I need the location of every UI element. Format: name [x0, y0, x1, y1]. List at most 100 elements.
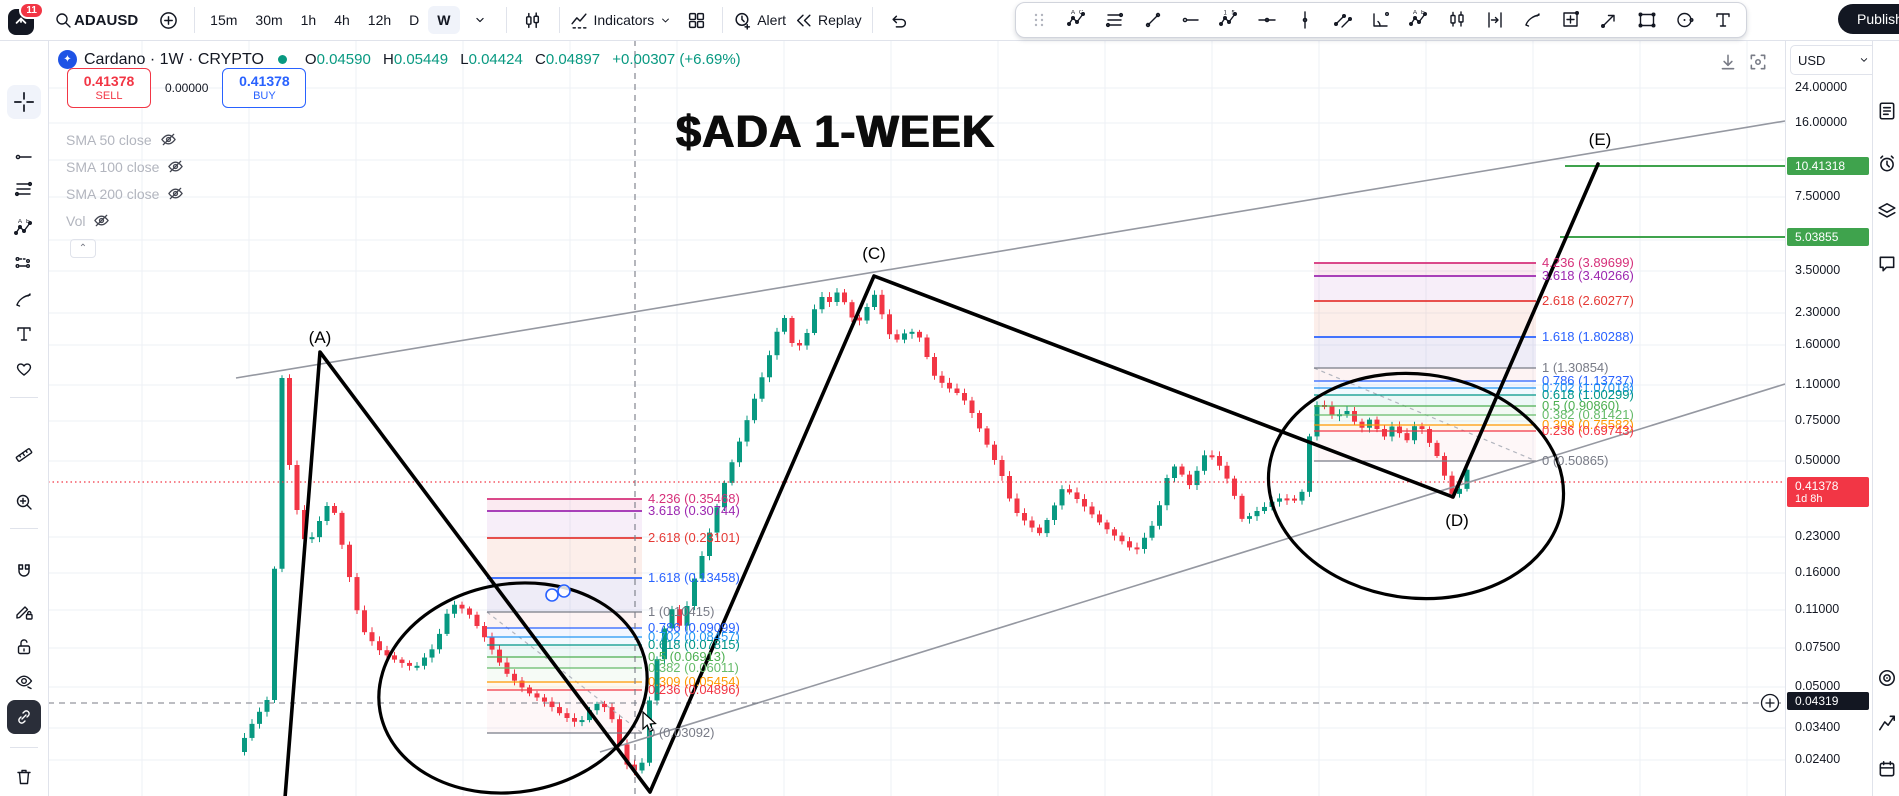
parallel-channel-tool[interactable] [1324, 6, 1362, 34]
eye-off-icon[interactable] [160, 131, 177, 148]
text-tool[interactable] [7, 317, 41, 351]
drawing-mode-lock[interactable] [7, 595, 41, 629]
date-range-tool[interactable] [1476, 6, 1514, 34]
indicators-label: Indicators [593, 12, 655, 28]
target-button[interactable] [1875, 666, 1899, 690]
wave-label-C[interactable]: (C) [862, 244, 886, 263]
link-icon [18, 710, 30, 724]
hide-drawings[interactable] [7, 665, 41, 699]
symbol-search[interactable]: ADAUSD [50, 4, 148, 36]
price-tick: 0.03400 [1795, 720, 1841, 734]
trend-line-tool[interactable] [7, 140, 41, 174]
eye-off-icon[interactable] [167, 158, 184, 175]
svg-text:A: A [1071, 10, 1075, 16]
wave-label-E[interactable]: (E) [1588, 130, 1612, 149]
emoji-tool[interactable] [7, 352, 41, 386]
price-tick: 3.50000 [1795, 263, 1841, 277]
horizontal-ray-tool[interactable] [1172, 6, 1210, 34]
measure-tool[interactable] [7, 438, 41, 472]
brush-tool[interactable] [1514, 6, 1552, 34]
wave-label-A[interactable]: (A) [308, 328, 332, 347]
study-sma50[interactable]: SMA 50 close [66, 131, 177, 148]
alerts-button[interactable] [1875, 152, 1899, 176]
calendar-icon [1879, 761, 1895, 777]
remove-drawings[interactable] [7, 760, 41, 794]
fib-retracement-tool[interactable] [7, 172, 41, 206]
legend-collapse-button[interactable]: ⌃ [70, 239, 96, 258]
divider [194, 7, 196, 33]
eye-off-icon[interactable] [167, 185, 184, 202]
magnet-mode[interactable] [7, 555, 41, 589]
arrow-down-icon[interactable] [1718, 52, 1738, 72]
timeframe-D[interactable]: D [409, 12, 420, 28]
ellipse-tool[interactable] [1666, 6, 1704, 34]
symbol-legend[interactable]: ✦ Cardano · 1W · CRYPTO O0.04590 H0.0544… [58, 50, 741, 69]
camera-frame-icon[interactable] [1748, 52, 1768, 72]
study-vol[interactable]: Vol [66, 212, 110, 229]
replay-button[interactable]: Replay [790, 4, 866, 36]
indicators-button[interactable]: Indicators [566, 4, 677, 36]
timeframe-12h[interactable]: 12h [367, 12, 392, 28]
sell-button[interactable]: 0.41378 SELL [67, 68, 151, 108]
right-rail [1872, 40, 1899, 796]
zoom-in-tool[interactable] [7, 485, 41, 519]
bars-pattern-tool[interactable] [1438, 6, 1476, 34]
price-tick: 24.00000 [1795, 80, 1848, 94]
rectangle-tool[interactable] [1628, 6, 1666, 34]
timeframe-30m[interactable]: 30m [255, 12, 283, 28]
fib-lines-tool[interactable] [1096, 6, 1134, 34]
svg-text:A: A [18, 219, 22, 225]
chat-button[interactable] [1875, 252, 1899, 276]
chart-area[interactable] [48, 40, 1785, 796]
close-label: C [534, 51, 546, 68]
timeframe-4h[interactable]: 4h [334, 12, 350, 28]
timeframe-W[interactable]: W [428, 6, 460, 34]
sell-price: 0.41378 [83, 73, 135, 90]
add-symbol-button[interactable] [148, 4, 188, 36]
fib-box-tool[interactable] [1552, 6, 1590, 34]
arrow-marker-tool[interactable] [1590, 6, 1628, 34]
fib-retracement-icon [14, 181, 33, 197]
divider [558, 7, 560, 33]
publish-button[interactable]: Publish [1838, 4, 1899, 34]
text-tool[interactable] [1704, 6, 1742, 34]
study-sma200[interactable]: SMA 200 close [66, 185, 184, 202]
layout-grid-button[interactable] [676, 4, 716, 36]
drag-handle[interactable] [1020, 6, 1058, 34]
crosshair-tool[interactable] [7, 85, 41, 119]
wave-label-D[interactable]: (D) [1445, 511, 1469, 530]
price-axis[interactable]: USD 24.00000 16.00000 7.50000 3.50000 2.3000… [1785, 40, 1878, 796]
brush-icon [16, 293, 31, 307]
study-sma100[interactable]: SMA 100 close [66, 158, 184, 175]
brush-tool[interactable] [7, 283, 41, 317]
trend-angle-tool[interactable] [1362, 6, 1400, 34]
layers-button[interactable] [1875, 199, 1899, 223]
replay-rewind-icon [796, 13, 811, 27]
chart-style-button[interactable] [513, 4, 553, 36]
buy-button[interactable]: 0.41378 BUY [222, 68, 307, 108]
timeframe-1h[interactable]: 1h [300, 12, 317, 28]
trend-line-tool[interactable] [1134, 6, 1172, 34]
currency-selector[interactable]: USD [1790, 45, 1878, 75]
eye-off-icon[interactable] [93, 212, 110, 229]
lock-all-drawings[interactable] [7, 630, 41, 664]
sync-drawings[interactable] [7, 700, 41, 734]
watchlist-button[interactable] [1875, 99, 1899, 123]
ideas-button[interactable] [1875, 711, 1899, 735]
prediction-tool[interactable] [7, 247, 41, 281]
divider [505, 7, 507, 33]
vertical-line-tool[interactable] [1286, 6, 1324, 34]
calendar-button[interactable] [1875, 757, 1899, 781]
tradingview-logo[interactable]: 11 [8, 2, 44, 35]
horizontal-line-tool[interactable] [1248, 6, 1286, 34]
svg-text:1: 1 [1224, 11, 1228, 17]
undo-button[interactable] [879, 4, 919, 36]
alert-button[interactable]: Alert [729, 4, 790, 36]
timeframe-15m[interactable]: 15m [210, 12, 238, 28]
timeframe-menu[interactable] [460, 4, 500, 36]
